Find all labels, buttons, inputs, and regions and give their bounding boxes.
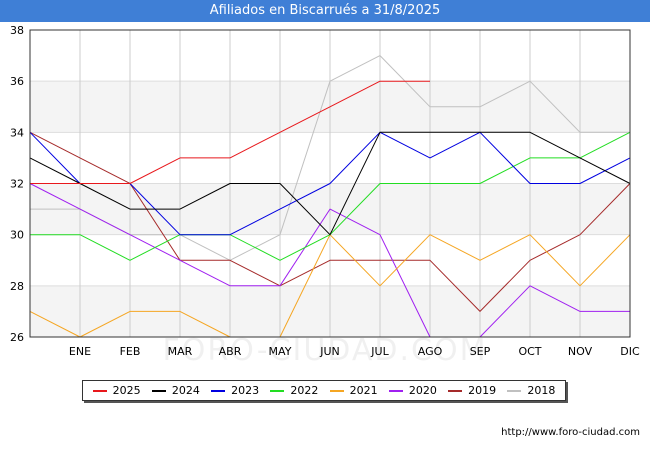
x-tick-label: AGO (418, 345, 443, 358)
x-tick-label: OCT (518, 345, 541, 358)
series-line-2020 (29, 183, 630, 338)
legend-item-2024: 2024 (151, 384, 200, 397)
chart-title: Afiliados en Biscarrués a 31/8/2025 (0, 0, 650, 22)
watermark: FORO-CIUDAD.COM (162, 333, 488, 368)
x-tick-label: ENE (69, 345, 91, 358)
legend-swatch (151, 389, 166, 392)
source-url: http://www.foro-ciudad.com (501, 427, 640, 438)
legend-swatch (507, 389, 522, 392)
legend-swatch (329, 389, 344, 392)
y-axis-ticks: 26 28 30 32 34 36 38 (10, 24, 24, 344)
legend-item-2019: 2019 (448, 384, 496, 397)
legend-label: 2022 (290, 384, 319, 397)
y-tick-label: 34 (10, 126, 24, 139)
x-axis-ticks: ENE FEB MAR ABR MAY JUN JUL AGO SEP OCT NOV DIC (69, 345, 640, 358)
y-tick-label: 32 (10, 178, 24, 191)
legend-label: 2018 (527, 384, 556, 397)
y-tick-label: 26 (10, 331, 24, 344)
x-tick-label: MAY (269, 345, 292, 358)
x-tick-label: JUN (319, 345, 340, 358)
legend-item-2023: 2023 (211, 384, 259, 397)
legend-item-2025: 2025 (92, 384, 141, 397)
legend: 2025 2024 2023 2022 2021 2020 2019 2018 (82, 380, 566, 401)
legend-label: 2025 (112, 384, 141, 397)
legend-item-2022: 2022 (270, 384, 318, 397)
legend-label: 2024 (171, 384, 200, 397)
x-tick-label: DIC (620, 345, 640, 358)
legend-item-2018: 2018 (507, 384, 555, 397)
legend-item-2020: 2020 (388, 384, 437, 397)
y-tick-label: 28 (10, 280, 24, 293)
legend-swatch (211, 389, 226, 392)
series-lines (29, 55, 631, 338)
x-tick-label: SEP (470, 345, 491, 358)
series-line-2024 (29, 131, 631, 236)
legend-swatch (270, 389, 285, 392)
legend-item-2021: 2021 (329, 384, 378, 397)
plot-frame (29, 29, 631, 338)
x-tick-label: MAR (168, 345, 193, 358)
x-tick-label: NOV (568, 345, 593, 358)
x-tick-label: FEB (120, 345, 141, 358)
legend-swatch (92, 389, 107, 392)
series-line-2025 (30, 80, 430, 184)
y-tick-label: 30 (10, 229, 24, 242)
legend-label: 2023 (231, 384, 260, 397)
x-tick-label: JUL (370, 345, 389, 358)
y-tick-label: 38 (10, 24, 24, 37)
legend-label: 2019 (468, 384, 497, 397)
x-tick-label: ABR (219, 345, 242, 358)
legend-swatch (388, 389, 403, 392)
legend-label: 2021 (349, 384, 378, 397)
legend-swatch (448, 389, 463, 392)
y-tick-label: 36 (10, 75, 24, 88)
legend-label: 2020 (408, 384, 437, 397)
